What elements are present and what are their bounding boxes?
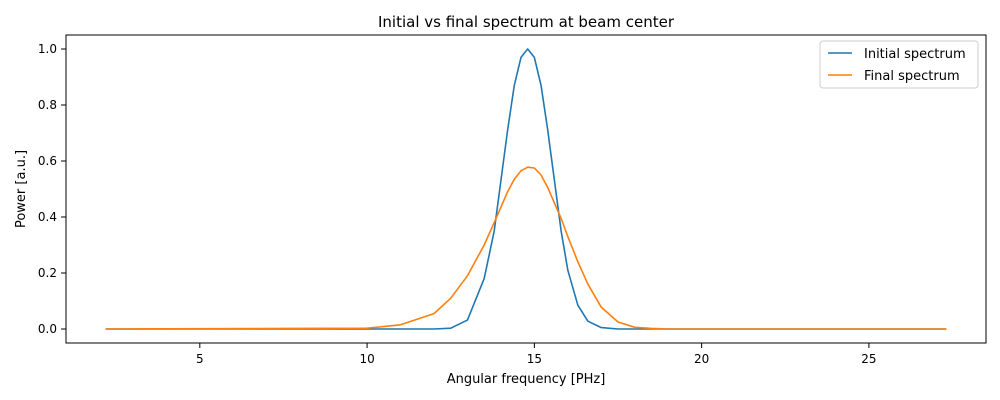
x-tick-label: 25 [861,352,876,366]
y-tick-label: 0.4 [38,210,57,224]
y-tick-label: 1.0 [38,42,57,56]
series-line-0 [105,48,947,330]
legend-box [819,40,979,89]
series-lines [105,48,947,330]
x-axis-label: Angular frequency [PHz] [447,372,606,387]
y-tick-label: 0.0 [38,322,57,336]
legend-label-1: Final spectrum [864,69,960,84]
legend: Initial spectrum Final spectrum [819,40,979,89]
plot-frame [65,34,987,344]
x-tick-label: 5 [196,352,204,366]
series-line-1 [105,166,947,330]
x-tick-label: 15 [527,352,542,366]
y-tick-label: 0.2 [38,266,57,280]
x-tick-label: 20 [694,352,709,366]
y-axis-ticks: 0.0 0.2 0.4 0.6 0.8 1.0 [38,42,66,336]
y-tick-label: 0.6 [38,154,57,168]
x-axis-ticks: 5 10 15 20 25 [196,343,877,366]
y-tick-label: 0.8 [38,98,57,112]
y-axis-label: Power [a.u.] [14,150,29,228]
x-tick-label: 10 [359,352,374,366]
legend-label-0: Initial spectrum [864,47,966,62]
chart-title: Initial vs final spectrum at beam center [378,13,675,31]
